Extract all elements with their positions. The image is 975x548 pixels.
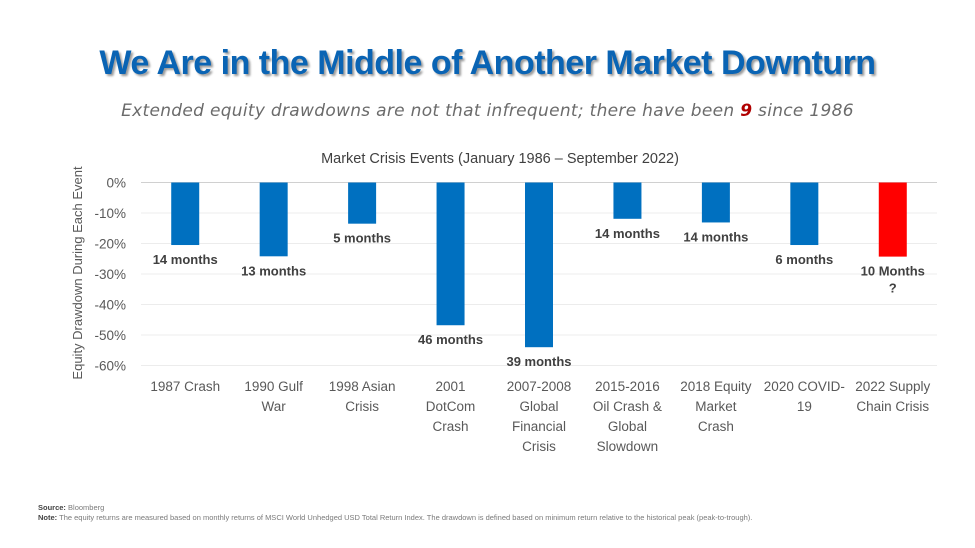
y-tick-label: -20% (94, 237, 126, 252)
data-label: ? (889, 281, 897, 296)
x-tick-label: 2018 Equity (680, 379, 752, 394)
x-tick-label: 2007-2008 (507, 379, 572, 394)
source-label: Source: (38, 503, 66, 512)
data-label: 5 months (333, 231, 391, 246)
data-label: 10 Months (861, 264, 925, 279)
x-tick-label: Oil Crash & (593, 399, 662, 414)
bar (171, 182, 200, 246)
y-tick-label: -60% (94, 359, 126, 374)
x-tick-label: Crisis (345, 399, 379, 414)
x-tick-label: War (262, 399, 287, 414)
bar (701, 182, 730, 223)
x-tick-label: Global (608, 419, 647, 434)
y-tick-label: -10% (94, 206, 126, 221)
x-tick-label: Crash (433, 419, 469, 434)
x-tick-label: 2015-2016 (595, 379, 660, 394)
x-tick-label: DotCom (426, 399, 476, 414)
x-tick-label: Global (519, 399, 558, 414)
bar (525, 182, 553, 348)
bar (878, 182, 907, 257)
x-tick-label: Financial (512, 419, 566, 434)
chart-title: Market Crisis Events (January 1986 – Sep… (321, 151, 679, 167)
bar (348, 182, 377, 224)
x-tick-label: 2020 COVID- (764, 379, 845, 394)
slide-title: We Are in the Middle of Another Market D… (99, 44, 876, 82)
y-axis-label: Equity Drawdown During Each Event (70, 166, 85, 380)
x-tick-label: 2001 (436, 379, 466, 394)
x-tick-label: Market (695, 399, 737, 414)
source-notes: Source: Bloomberg Note: The equity retur… (38, 503, 752, 523)
bar (259, 182, 288, 257)
y-tick-label: -30% (94, 267, 126, 282)
source-text: Bloomberg (65, 503, 105, 512)
slide-subtitle: Extended equity drawdowns are not that i… (0, 101, 975, 121)
note-line: Note: The equity returns are measured ba… (38, 513, 752, 523)
note-label: Note: (38, 513, 58, 522)
x-tick-label: 19 (797, 399, 812, 414)
bar (613, 182, 642, 219)
y-tick-label: -50% (94, 328, 126, 343)
drawdown-bar-chart: Market Crisis Events (January 1986 – Sep… (70, 151, 937, 454)
y-tick-labels: 0% -10% -20% -30% -40% -50% -60% (94, 176, 126, 374)
y-tick-label: 0% (106, 176, 126, 191)
subtitle-highlight-count: 9 (740, 101, 753, 121)
x-tick-label: 2022 Supply (855, 379, 930, 394)
bars (171, 182, 907, 348)
data-label: 14 months (153, 252, 218, 267)
x-tick-label: Crash (698, 419, 734, 434)
data-label: 14 months (595, 226, 660, 241)
x-tick-label: Chain Crisis (856, 399, 929, 414)
x-tick-label: Slowdown (597, 439, 659, 454)
y-tick-label: -40% (94, 298, 126, 313)
x-tick-label: 1998 Asian (329, 379, 396, 394)
data-label: 13 months (241, 263, 306, 278)
x-tick-label: Crisis (522, 439, 556, 454)
data-label: 46 months (418, 332, 483, 347)
bar (436, 182, 465, 326)
subtitle-text-before: Extended equity drawdowns are not that i… (121, 101, 741, 121)
subtitle-text-after: since 1986 (752, 101, 854, 121)
x-tick-labels: 1987 Crash 1990 Gulf War 1998 Asian Crisis 20… (150, 379, 930, 454)
note-text: The equity returns are measured based on… (57, 513, 753, 522)
data-label: 6 months (775, 252, 833, 267)
x-tick-label: 1987 Crash (150, 379, 220, 394)
bar (790, 182, 819, 246)
data-label: 39 months (506, 354, 571, 369)
data-labels: 14 months 13 months 5 months 46 months 39 mo… (153, 226, 925, 369)
data-label: 14 months (683, 229, 748, 244)
source-line: Source: Bloomberg (38, 503, 752, 513)
x-tick-label: 1990 Gulf (244, 379, 303, 394)
